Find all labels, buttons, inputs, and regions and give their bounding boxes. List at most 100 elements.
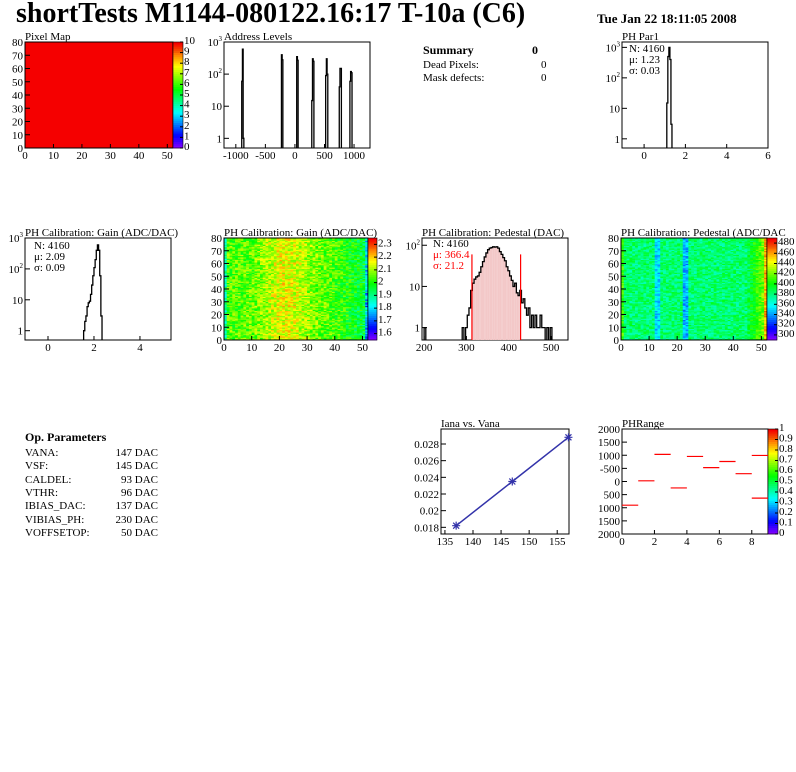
heatmap-cell (312, 320, 316, 323)
heatmap-cell (329, 268, 333, 271)
heatmap-cell (623, 322, 627, 324)
heatmap-cell (226, 304, 230, 306)
heatmap-cell (356, 324, 360, 327)
heatmap-cell (329, 324, 333, 327)
palette-swatch (368, 309, 377, 312)
heatmap-cell (235, 257, 239, 259)
heatmap-cell (621, 276, 625, 278)
heatmap-cell (260, 289, 264, 291)
heatmap-cell (315, 262, 319, 264)
y-tick-label: 1 (615, 134, 621, 146)
heatmap-cell (318, 280, 322, 282)
heatmap-cell (262, 285, 266, 287)
heatmap-cell (287, 240, 291, 243)
heatmap-cell (318, 305, 322, 308)
heatmap-cell (309, 322, 313, 324)
heatmap-cell (273, 289, 277, 291)
heatmap-cell (254, 257, 258, 259)
heatmap-cell (351, 259, 355, 262)
heatmap-cell (635, 314, 639, 317)
heatmap-cell (232, 337, 236, 340)
heatmap-cell (621, 304, 625, 306)
heatmap-cell (265, 254, 269, 257)
heatmap-cell (623, 334, 627, 337)
heatmap-cell (257, 267, 261, 269)
heatmap-cell (354, 274, 358, 277)
heatmap-cell (635, 331, 639, 333)
heatmap-cell (340, 274, 344, 277)
heatmap-cell (629, 331, 633, 333)
heatmap-cell (621, 282, 625, 285)
palette-swatch (173, 52, 183, 56)
heatmap-cell (359, 289, 363, 291)
heatmap-cell (329, 327, 333, 329)
heatmap-cell (362, 278, 366, 281)
x-tick-label: 0 (641, 150, 647, 162)
heatmap-cell (268, 318, 272, 320)
heatmap-cell (318, 303, 322, 305)
heatmap-cell (279, 266, 283, 268)
heatmap-cell (320, 310, 324, 313)
heatmap-cell (237, 286, 241, 289)
heatmap-cell (262, 318, 266, 320)
heatmap-cell (309, 280, 313, 282)
heatmap-cell (290, 304, 294, 306)
heatmap-cell (337, 280, 341, 282)
heatmap-cell (279, 291, 283, 294)
heatmap-cell (262, 319, 266, 322)
heatmap-cell (312, 323, 316, 325)
fit-area (492, 246, 495, 340)
heatmap-cell (260, 314, 264, 317)
heatmap-cell (359, 252, 363, 254)
heatmap-cell (315, 296, 319, 299)
heatmap-cell (235, 289, 239, 291)
heatmap-cell (632, 328, 636, 331)
heatmap-cell (632, 257, 636, 259)
heatmap-cell (334, 260, 338, 263)
heatmap-cell (235, 304, 239, 306)
heatmap-cell (229, 248, 233, 250)
heatmap-cell (284, 299, 288, 301)
heatmap-cell (626, 243, 630, 245)
heatmap-cell (226, 333, 230, 336)
heatmap-cell (229, 238, 233, 240)
heatmap-cell (262, 314, 266, 317)
heatmap-cell (287, 280, 291, 282)
heatmap-cell (262, 300, 266, 303)
palette-swatch (173, 143, 183, 147)
heatmap-cell (276, 305, 280, 308)
heatmap-cell (232, 318, 236, 320)
heatmap-cell (621, 240, 625, 243)
heatmap-cell (235, 331, 239, 333)
heatmap-cell (257, 311, 261, 314)
heatmap-cell (224, 252, 228, 254)
heatmap-cell (312, 331, 316, 333)
heatmap-cell (365, 294, 369, 296)
heatmap-cell (232, 241, 236, 244)
mask-defects-label: Mask defects: (423, 72, 485, 84)
heatmap-cell (337, 252, 341, 254)
heatmap-cell (262, 283, 266, 286)
heatmap-cell (320, 255, 324, 258)
heatmap-cell (340, 318, 344, 320)
heatmap-cell (318, 276, 322, 278)
heatmap-cell (629, 323, 633, 325)
heatmap-cell (626, 297, 630, 300)
heatmap-cell (287, 274, 291, 277)
heatmap-cell (359, 308, 363, 310)
dead-pixels-label: Dead Pixels: (423, 59, 479, 71)
heatmap-cell (268, 267, 272, 269)
heatmap-cell (276, 290, 280, 292)
heatmap-cell (320, 262, 324, 264)
heatmap-cell (351, 295, 355, 297)
heatmap-cell (287, 310, 291, 313)
palette-swatch (368, 282, 377, 286)
heatmap-cell (318, 264, 322, 267)
heatmap-cell (262, 262, 266, 264)
heatmap-cell (326, 278, 330, 281)
heatmap-cell (343, 250, 347, 253)
heatmap-cell (312, 328, 316, 331)
heatmap-cell (362, 311, 366, 314)
heatmap-cell (240, 273, 244, 276)
heatmap-cell (320, 306, 324, 309)
